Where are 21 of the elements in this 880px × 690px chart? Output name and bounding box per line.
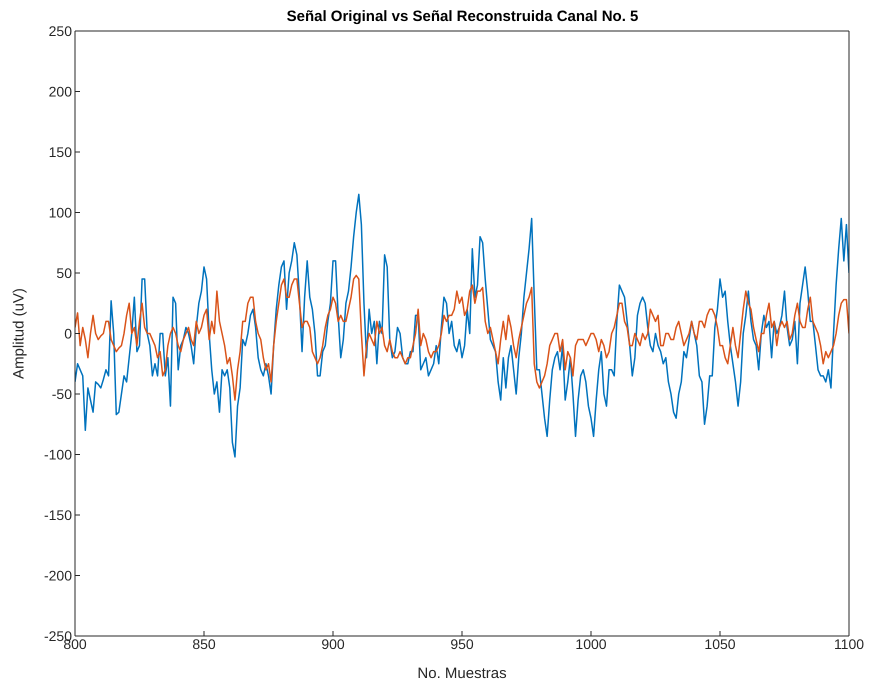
x-axis-title: No. Muestras [417,665,507,682]
y-tick-label: 200 [48,83,72,100]
y-tick-label: -200 [44,567,72,584]
x-tick-label: 1100 [834,636,864,652]
x-tick-label: 1050 [704,636,736,652]
line-series [75,274,849,401]
x-tick-label: 1000 [575,636,607,652]
y-axis-title: Amplitud (uV) [10,288,28,379]
y-tick-label: 0 [64,325,72,342]
x-tick-label: 850 [192,636,216,652]
y-tick-label: 100 [48,204,72,220]
y-tick-label: 50 [56,264,72,281]
x-tick-label: 950 [450,636,474,652]
chart-title: Señal Original vs Señal Reconstruida Canal No. 5 [286,8,640,25]
y-tick-label: 150 [48,144,72,160]
y-tick-label: -100 [44,446,72,462]
y-tick-label: -50 [52,386,72,402]
line-series [75,194,849,458]
y-tick-label: 250 [48,22,72,39]
y-tick-label: -150 [44,506,72,523]
x-tick-label: 900 [321,636,345,652]
